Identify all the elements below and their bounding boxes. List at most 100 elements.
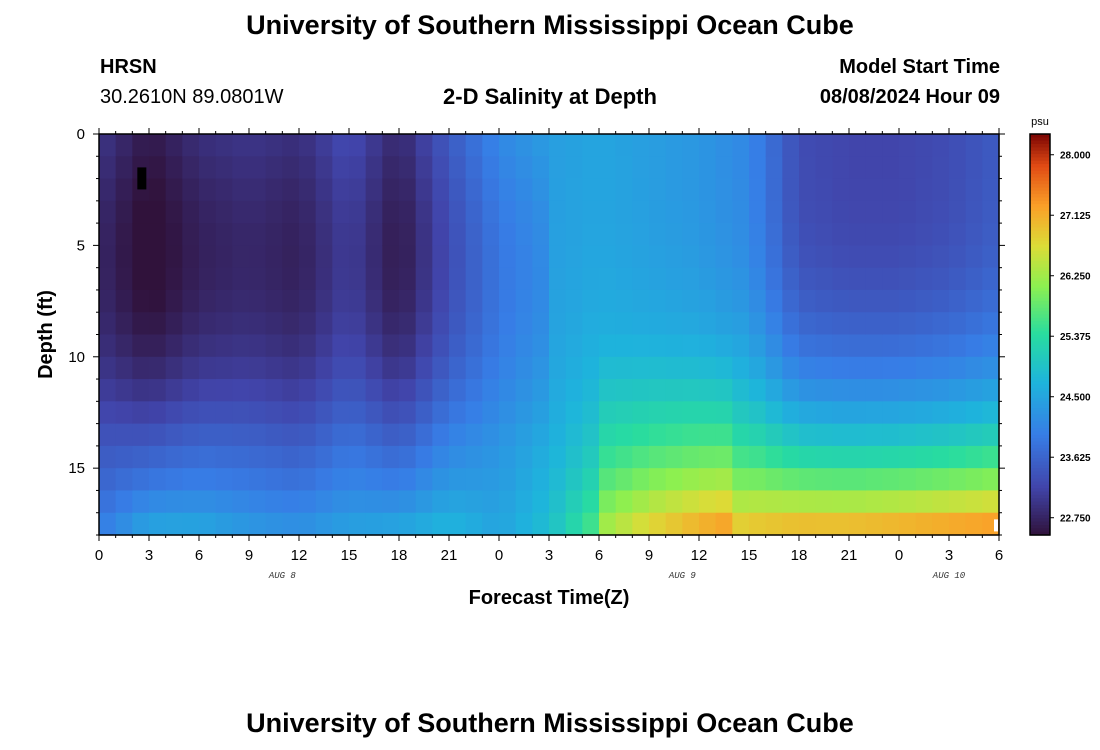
heatmap-cell xyxy=(315,312,333,336)
heatmap-cell xyxy=(215,178,233,202)
heatmap-cell xyxy=(965,445,983,469)
heatmap-cell xyxy=(449,490,467,514)
heatmap-cell xyxy=(415,379,433,402)
heatmap-cell xyxy=(749,267,767,291)
heatmap-cell xyxy=(282,312,300,336)
heatmap-cell xyxy=(699,178,717,202)
heatmap-cell xyxy=(182,356,200,380)
heatmap-cell xyxy=(832,379,850,402)
colorbar-segment xyxy=(1030,501,1050,506)
heatmap-cell xyxy=(965,267,983,291)
x-tick-label: 18 xyxy=(791,547,808,564)
heatmap-cell xyxy=(115,200,133,224)
colorbar-segment xyxy=(1030,277,1050,282)
heatmap-cell xyxy=(732,379,750,402)
colorbar-segment xyxy=(1030,197,1050,202)
heatmap-cell xyxy=(499,178,517,202)
heatmap-cell xyxy=(349,445,367,469)
heatmap-cell xyxy=(99,178,117,202)
heatmap-cell xyxy=(932,223,950,246)
colorbar-segment xyxy=(1030,454,1050,459)
colorbar-segment xyxy=(1030,254,1050,259)
heatmap-cell xyxy=(449,356,467,380)
colorbar-segment xyxy=(1030,411,1050,416)
colorbar-segment xyxy=(1030,524,1050,529)
colorbar-segment xyxy=(1030,481,1050,486)
heatmap-cell xyxy=(99,512,117,536)
heatmap-cell xyxy=(765,512,783,536)
heatmap-cell xyxy=(249,178,267,202)
heatmap-cell xyxy=(315,490,333,514)
heatmap-cell xyxy=(765,334,783,358)
heatmap-cell xyxy=(699,134,717,157)
heatmap-cell xyxy=(249,156,267,180)
y-tick-label: 15 xyxy=(68,460,85,477)
heatmap-cell xyxy=(532,356,550,380)
heatmap-cell xyxy=(149,334,167,358)
heatmap-cell xyxy=(482,379,500,402)
colorbar-segment xyxy=(1030,214,1050,219)
heatmap-cell xyxy=(665,490,683,514)
heatmap-cell xyxy=(765,490,783,514)
heatmap-cell xyxy=(549,223,567,246)
heatmap-cell xyxy=(665,223,683,246)
heatmap-cell xyxy=(332,423,350,447)
heatmap-cell xyxy=(882,156,900,180)
heatmap-cell xyxy=(565,289,583,313)
heatmap-cell xyxy=(499,200,517,224)
heatmap-cell xyxy=(165,156,183,180)
heatmap-cell xyxy=(732,334,750,358)
heatmap-cell xyxy=(649,312,667,336)
heatmap-cell xyxy=(199,468,217,492)
heatmap-cell xyxy=(465,200,483,224)
colorbar-segment xyxy=(1030,267,1050,272)
colorbar-segment xyxy=(1030,451,1050,456)
heatmap-cell xyxy=(265,267,283,291)
heatmap-cell xyxy=(199,312,217,336)
colorbar-unit: psu xyxy=(1031,116,1049,128)
page-title: University of Southern Mississippi Ocean… xyxy=(246,10,854,40)
heatmap-cell xyxy=(532,490,550,514)
heatmap-cell xyxy=(365,223,383,246)
colorbar-segment xyxy=(1030,157,1050,162)
heatmap-cell xyxy=(815,401,833,425)
heatmap-cell xyxy=(882,468,900,492)
heatmap-cell xyxy=(615,223,633,246)
heatmap-cell xyxy=(99,379,117,402)
heatmap-cell xyxy=(665,245,683,269)
heatmap-cell xyxy=(882,445,900,469)
heatmap-cell xyxy=(682,245,700,269)
colorbar-segment xyxy=(1030,377,1050,382)
heatmap-cell xyxy=(682,134,700,157)
heatmap-cell xyxy=(299,334,317,358)
heatmap-cell xyxy=(799,423,817,447)
heatmap-cell xyxy=(715,178,733,202)
heatmap-cell xyxy=(365,134,383,157)
heatmap-cell xyxy=(265,289,283,313)
heatmap-cell xyxy=(232,223,250,246)
heatmap-cell xyxy=(432,245,450,269)
heatmap-cell xyxy=(232,356,250,380)
heatmap-cell xyxy=(565,423,583,447)
heatmap-cell xyxy=(882,356,900,380)
heatmap-cell xyxy=(865,134,883,157)
heatmap-cell xyxy=(199,267,217,291)
heatmap-cell xyxy=(165,401,183,425)
heatmap-cell xyxy=(382,267,400,291)
heatmap-cell xyxy=(199,178,217,202)
heatmap-cell xyxy=(932,334,950,358)
heatmap-cell xyxy=(165,200,183,224)
heatmap-cell xyxy=(865,267,883,291)
heatmap-cell xyxy=(649,401,667,425)
heatmap-cell xyxy=(132,445,150,469)
colorbar-segment xyxy=(1030,387,1050,392)
heatmap-cell xyxy=(115,334,133,358)
heatmap-cell xyxy=(332,379,350,402)
heatmap-cell xyxy=(199,379,217,402)
colorbar-segment xyxy=(1030,488,1050,493)
heatmap-cell xyxy=(865,468,883,492)
heatmap-cell xyxy=(599,312,617,336)
heatmap-cell xyxy=(532,423,550,447)
heatmap-cell xyxy=(415,178,433,202)
heatmap-cell xyxy=(99,334,117,358)
